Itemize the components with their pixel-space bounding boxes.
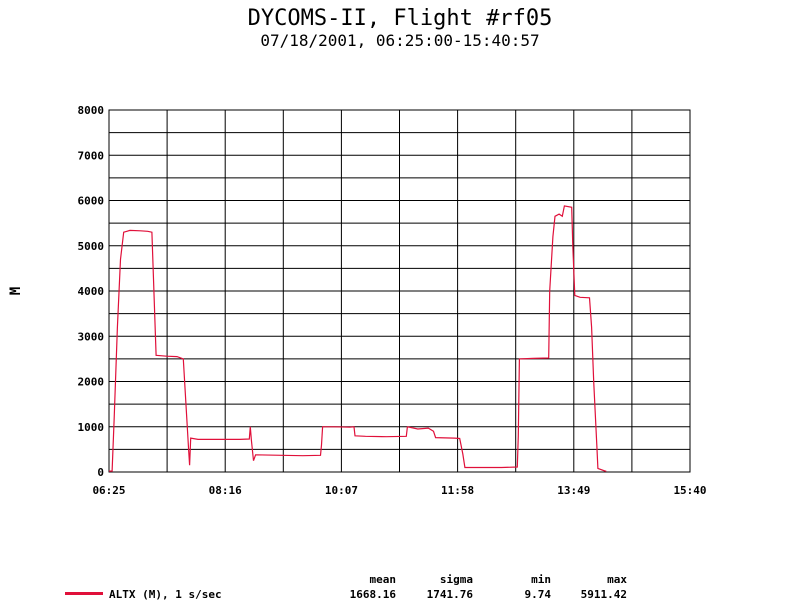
x-tick-label: 08:16 [209,484,242,497]
y-tick-label: 5000 [78,240,105,253]
stats-value-min: 9.74 [524,588,552,601]
x-tick-label: 13:49 [557,484,590,497]
y-tick-label: 7000 [78,149,105,162]
stats-value-max: 5911.42 [580,588,627,601]
y-tick-label: 8000 [78,104,105,117]
y-tick-label: 6000 [78,195,105,208]
plot-frame [108,109,691,473]
stats-value-sigma: 1741.76 [426,588,473,601]
legend-swatch [65,592,103,595]
legend-label: ALTX (M), 1 s/sec [109,588,222,601]
stats-header-max: max [607,573,627,586]
y-tick-label: 4000 [78,285,105,298]
x-tick-label: 11:58 [441,484,474,497]
y-tick-label: 1000 [78,421,105,434]
y-tick-label: 2000 [78,376,105,389]
y-tick-label: 0 [97,466,104,479]
chart-subtitle: 07/18/2001, 06:25:00-15:40:57 [260,31,540,50]
chart-title: DYCOMS-II, Flight #rf05 [247,6,553,31]
y-tick-label: 3000 [78,330,105,343]
stats-header-sigma: sigma [439,573,473,586]
y-axis-label: M [8,287,24,295]
series-line-altx [109,205,607,472]
stats-header-min: min [531,573,551,586]
stats-value-mean: 1668.16 [349,588,396,601]
x-tick-label: 06:25 [92,484,125,497]
x-tick-label: 15:40 [673,484,706,497]
x-tick-label: 10:07 [325,484,358,497]
stats-header-mean: mean [369,573,397,586]
